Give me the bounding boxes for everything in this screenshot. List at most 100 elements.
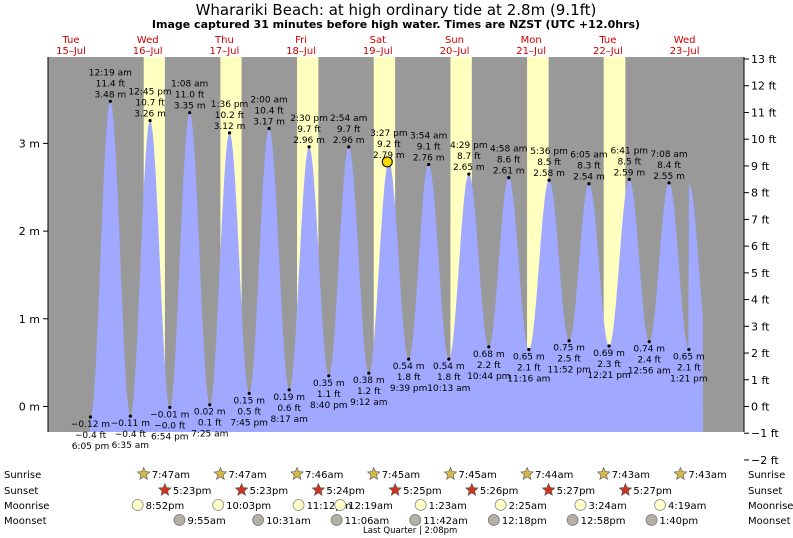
low-tide-point	[527, 347, 531, 352]
current-level-marker	[381, 156, 393, 168]
low-ft-label: 2.2 ft	[477, 361, 501, 371]
sunrise-time: 7:47am	[228, 470, 266, 481]
high-ft-label: 11.0 ft	[175, 91, 205, 101]
low-ft-label: 2.5 ft	[557, 355, 581, 365]
low-tide-point	[367, 371, 371, 375]
low-m-label: 0.35 m	[313, 379, 345, 389]
sunset-icon	[618, 482, 633, 496]
sunset-time: 5:25pm	[403, 486, 442, 497]
moonrise-time: 12:19am	[348, 501, 393, 512]
right-tick-label: 6 ft	[751, 240, 770, 253]
sunset-icon	[311, 482, 326, 496]
low-m-label: 0.54 m	[393, 362, 425, 372]
low-time-label: 8:17 am	[271, 415, 308, 425]
low-ft-label: 2.4 ft	[637, 356, 661, 366]
low-m-label: 0.02 m	[194, 408, 226, 418]
right-tick-label: 8 ft	[751, 187, 770, 200]
sunrise-row-label: Sunrise	[4, 470, 41, 481]
date-label: 19–Jul	[363, 46, 393, 57]
day-label: Sat	[370, 35, 386, 46]
right-tick-label: 1 ft	[751, 374, 770, 387]
sunset-icon	[464, 482, 479, 496]
high-time-label: 2:54 am	[330, 114, 367, 124]
sunrise-time: 7:47am	[152, 470, 190, 481]
low-tide-point	[567, 339, 571, 343]
sunrise-time: 7:43am	[612, 470, 650, 481]
date-label: 20–Jul	[440, 46, 470, 57]
date-label: 23–Jul	[670, 46, 700, 57]
sunset-time: 5:23pm	[250, 486, 289, 497]
moonset-icon	[566, 514, 579, 526]
low-m-label: 0.19 m	[273, 393, 305, 403]
sunrise-icon	[213, 466, 228, 480]
low-time-label: 1:21 pm	[670, 374, 708, 384]
sunset-icon	[234, 482, 249, 496]
high-time-label: 12:45 pm	[128, 88, 171, 98]
moonrise-row-label-right: Moonrise	[748, 501, 793, 512]
chart-title: Wharariki Beach: at high ordinary tide a…	[196, 1, 597, 19]
moonset-row-label-right: Moonset	[748, 516, 791, 527]
high-tide-point	[547, 178, 551, 182]
high-ft-label: 9.7 ft	[337, 125, 361, 135]
right-tick-label: −1 ft	[751, 427, 779, 440]
right-tick-label: 2 ft	[751, 347, 770, 360]
date-label: 21–Jul	[516, 46, 546, 57]
moonset-icon	[409, 514, 422, 526]
sunrise-icon	[290, 466, 304, 480]
sunrise-time: 7:43am	[688, 470, 726, 481]
moonset-icon	[330, 514, 343, 526]
low-time-label: 6:54 pm	[151, 432, 189, 442]
high-tide-point	[587, 182, 591, 186]
sunrise-icon	[596, 466, 611, 480]
low-time-label: 12:56 am	[628, 367, 671, 377]
moonrise-icon	[574, 499, 587, 511]
high-tide-point	[347, 145, 351, 149]
high-time-label: 5:36 pm	[530, 147, 568, 157]
low-m-label: 0.54 m	[433, 362, 465, 372]
low-tide-point	[287, 388, 291, 392]
low-tide-point	[647, 340, 651, 344]
moonrise-icon	[131, 499, 144, 511]
sunrise-icon	[366, 466, 381, 480]
moonrise-time: 1:23am	[429, 501, 467, 512]
sunrise-time: 7:46am	[305, 470, 343, 481]
date-label: 22–Jul	[593, 46, 623, 57]
low-tide-point	[208, 403, 212, 407]
high-tide-point	[667, 181, 671, 185]
low-tide-point	[407, 357, 411, 361]
moonset-time: 9:55am	[187, 516, 225, 527]
high-m-label: 2.65 m	[453, 163, 485, 173]
high-ft-label: 10.4 ft	[254, 106, 284, 116]
low-time-label: 7:45 pm	[230, 418, 268, 428]
axes: 0 m 1 m 2 m 3 m 13 ft 12 ft 11 ft 10 ft 9 ft 8 ft…	[19, 53, 780, 467]
low-ft-label: 0.1 ft	[198, 419, 222, 429]
low-time-label: 6:35 am	[112, 441, 149, 451]
high-ft-label: 8.6 ft	[497, 156, 521, 166]
low-tide-point	[687, 347, 691, 352]
low-time-label: 9:39 pm	[390, 384, 428, 394]
low-ft-label: 1.1 ft	[317, 390, 341, 400]
high-m-label: 2.79 m	[373, 151, 405, 161]
low-tide-point	[247, 391, 251, 395]
day-label: Tue	[61, 35, 79, 46]
high-m-label: 2.54 m	[573, 173, 605, 183]
low-ft-label: 1.2 ft	[357, 387, 381, 397]
astro-rows: Sunrise Sunrise Sunset Sunset Moonrise Moonri…	[4, 466, 793, 536]
low-ft-label: 2.1 ft	[677, 363, 701, 373]
low-ft-label: 0.6 ft	[277, 404, 301, 414]
tide-area	[90, 101, 703, 432]
low-time-label: 10:44 pm	[467, 372, 510, 382]
day-label: Fri	[295, 35, 307, 46]
sunrise-time: 7:44am	[535, 470, 573, 481]
high-tide-point	[627, 177, 631, 181]
right-tick-label: 11 ft	[751, 106, 777, 119]
left-tick-label: 3 m	[19, 137, 40, 150]
sunset-row-label-right: Sunset	[748, 486, 782, 497]
sunrise-time: 7:45am	[382, 470, 420, 481]
left-tick-label: 2 m	[19, 225, 40, 238]
low-m-label: 0.75 m	[553, 344, 585, 354]
low-m-label: 0.38 m	[353, 376, 385, 386]
sunset-time: 5:27pm	[633, 486, 672, 497]
moonset-icon	[252, 514, 264, 526]
right-tick-label: 13 ft	[751, 53, 777, 66]
